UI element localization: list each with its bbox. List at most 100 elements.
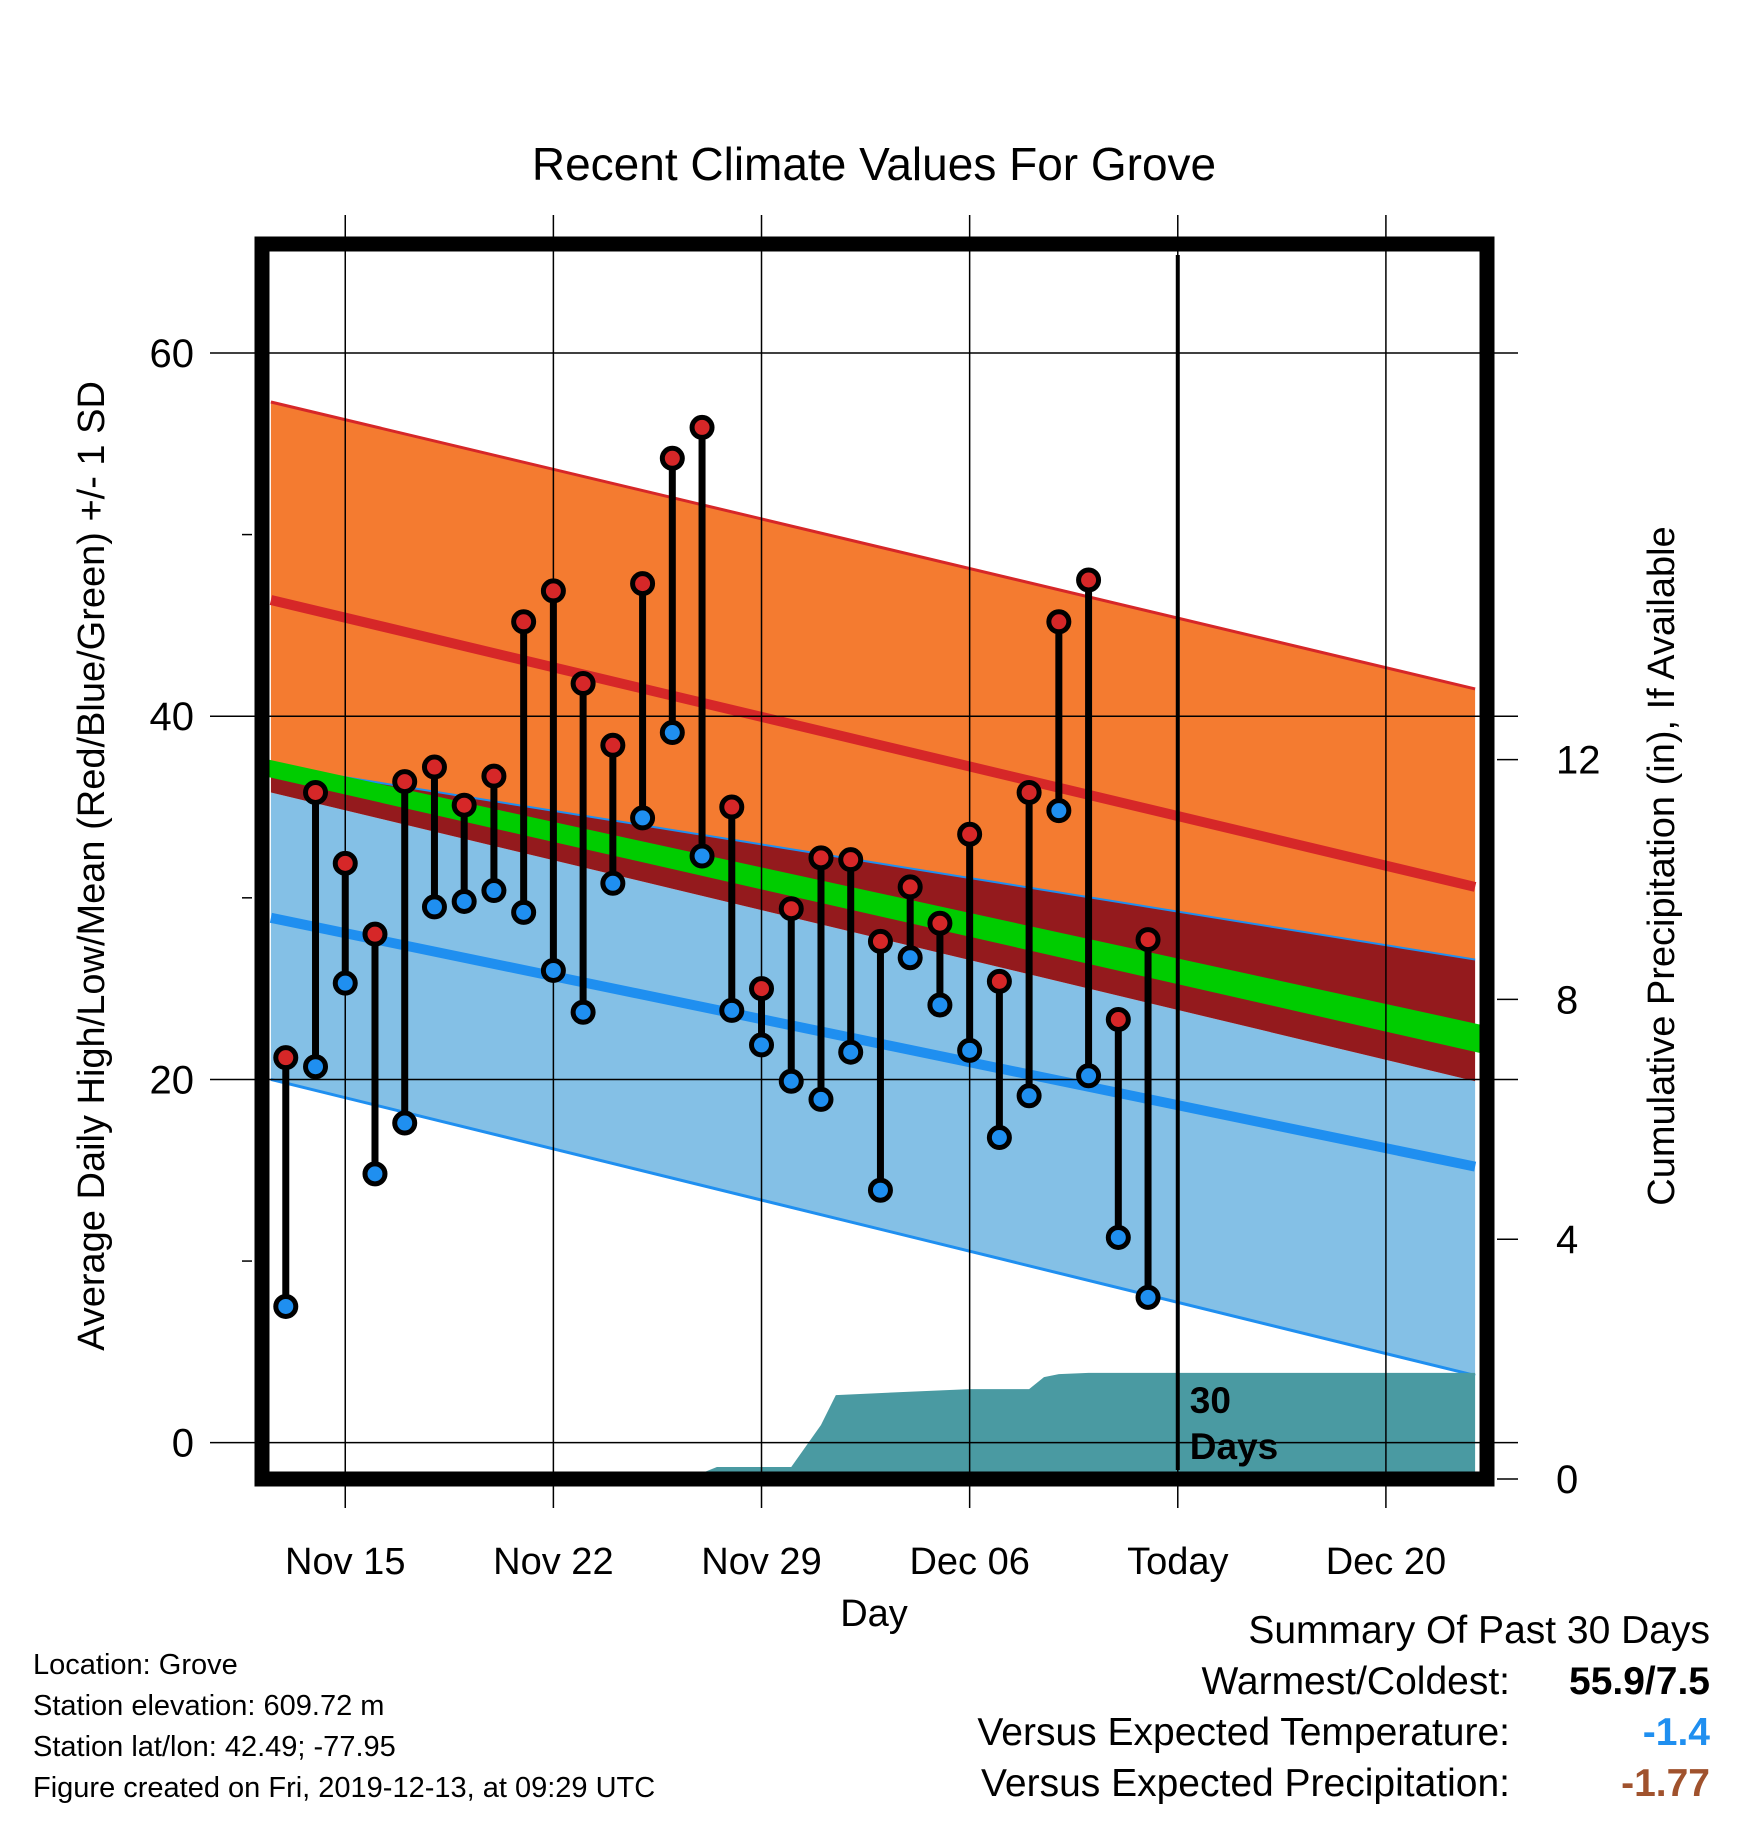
high-point xyxy=(659,445,685,471)
high-point xyxy=(1105,1007,1131,1033)
high-point xyxy=(867,928,893,954)
high-point xyxy=(511,609,537,635)
y-axis-right-label: Cumulative Precipitation (in), If Availa… xyxy=(1641,526,1683,1205)
low-normal-line xyxy=(269,912,1477,1172)
high-point xyxy=(986,968,1012,994)
high-point xyxy=(481,763,507,789)
x-axis-label: Day xyxy=(840,1593,908,1635)
high-point xyxy=(600,732,626,758)
high-point xyxy=(451,792,477,818)
created-text: Figure created on Fri, 2019-12-13, at 09… xyxy=(33,1772,656,1804)
precip-departure-label: Versus Expected Precipitation: xyxy=(981,1761,1510,1805)
high-point xyxy=(897,874,923,900)
warm-cold-value: 55.9/7.5 xyxy=(1569,1659,1710,1703)
elevation-text: Station elevation: 609.72 m xyxy=(33,1690,385,1722)
y-left-tick-label: 60 xyxy=(150,332,195,376)
high-point xyxy=(392,769,418,795)
low-point xyxy=(481,878,507,904)
y-right-tick-label: 4 xyxy=(1556,1218,1578,1262)
x-tick-label: Dec 06 xyxy=(909,1541,1029,1583)
low-point xyxy=(1105,1224,1131,1250)
plot-area: 30 Days Nov 15 Nov 22 Nov 29 Dec 06 Today Dec 2… xyxy=(150,215,1601,1583)
high-point xyxy=(778,896,804,922)
high-point xyxy=(421,754,447,780)
low-point xyxy=(659,720,685,746)
temp-departure-value: -1.4 xyxy=(1642,1710,1710,1754)
high-point xyxy=(749,976,775,1002)
high-point xyxy=(719,794,745,820)
location-text: Location: Grove xyxy=(33,1649,238,1681)
low-point xyxy=(808,1086,834,1112)
low-point xyxy=(303,1054,329,1080)
low-point xyxy=(689,843,715,869)
high-point xyxy=(362,921,388,947)
high-point xyxy=(273,1045,299,1071)
high-point xyxy=(927,910,953,936)
high-point xyxy=(570,671,596,697)
low-point xyxy=(927,992,953,1018)
precipitation-area xyxy=(687,1372,1476,1479)
x-tick-label: Today xyxy=(1127,1541,1228,1583)
low-point xyxy=(630,805,656,831)
low-point xyxy=(1076,1063,1102,1089)
summary-heading: Summary Of Past 30 Days xyxy=(1248,1608,1710,1652)
x-tick-label: Dec 20 xyxy=(1326,1541,1446,1583)
high-point xyxy=(332,850,358,876)
low-point xyxy=(957,1037,983,1063)
low-point xyxy=(273,1293,299,1319)
low-point xyxy=(570,999,596,1025)
temp-departure-label: Versus Expected Temperature: xyxy=(977,1710,1510,1754)
low-point xyxy=(867,1177,893,1203)
warm-cold-label: Warmest/Coldest: xyxy=(1201,1659,1510,1703)
high-point xyxy=(808,845,834,871)
high-point xyxy=(689,414,715,440)
low-point xyxy=(600,870,626,896)
low-point xyxy=(719,997,745,1023)
low-lower-edge xyxy=(270,1077,1476,1377)
low-point xyxy=(511,899,537,925)
high-point xyxy=(1046,609,1072,635)
low-point xyxy=(986,1125,1012,1151)
high-point xyxy=(630,571,656,597)
low-point xyxy=(778,1068,804,1094)
y-left-tick-label: 40 xyxy=(150,695,195,739)
x-tick-label: Nov 29 xyxy=(701,1541,821,1583)
low-point xyxy=(392,1110,418,1136)
low-point xyxy=(838,1039,864,1065)
y-left-tick-label: 20 xyxy=(150,1058,195,1102)
high-point xyxy=(1076,567,1102,593)
summary-panel: Summary Of Past 30 Days Warmest/Coldest:… xyxy=(810,1605,1710,1809)
today-annotation: 30 Days xyxy=(1190,1380,1278,1467)
precip-departure-value: -1.77 xyxy=(1621,1761,1710,1805)
high-upper-edge xyxy=(270,400,1476,691)
station-info: Location: Grove Station elevation: 609.7… xyxy=(33,1645,655,1809)
high-point xyxy=(838,847,864,873)
y-axis-left-label: Average Daily High/Low/Mean (Red/Blue/Gr… xyxy=(71,381,113,1351)
low-normal-band xyxy=(270,792,1476,1376)
y-right-tick-label: 0 xyxy=(1556,1458,1578,1502)
today-annotation-line: 30 xyxy=(1190,1380,1231,1421)
low-point xyxy=(897,945,923,971)
low-point xyxy=(1135,1284,1161,1310)
y-left-tick-label: 0 xyxy=(172,1422,194,1466)
high-point xyxy=(1135,927,1161,953)
high-point xyxy=(303,779,329,805)
today-annotation-line: Days xyxy=(1190,1426,1278,1467)
low-point xyxy=(332,970,358,996)
plot-frame xyxy=(254,236,1495,1487)
y-right-tick-label: 12 xyxy=(1556,739,1601,783)
high-normal-line xyxy=(269,595,1477,892)
chart-title: Recent Climate Values For Grove xyxy=(532,138,1216,190)
low-point xyxy=(749,1032,775,1058)
high-point xyxy=(957,821,983,847)
low-point xyxy=(1016,1083,1042,1109)
low-point xyxy=(540,957,566,983)
low-point xyxy=(1046,798,1072,824)
low-point xyxy=(451,888,477,914)
low-point xyxy=(421,894,447,920)
high-point xyxy=(540,578,566,604)
mean-normal-line xyxy=(265,759,1481,1054)
y-right-tick-label: 8 xyxy=(1556,978,1578,1022)
high-point xyxy=(1016,779,1042,805)
